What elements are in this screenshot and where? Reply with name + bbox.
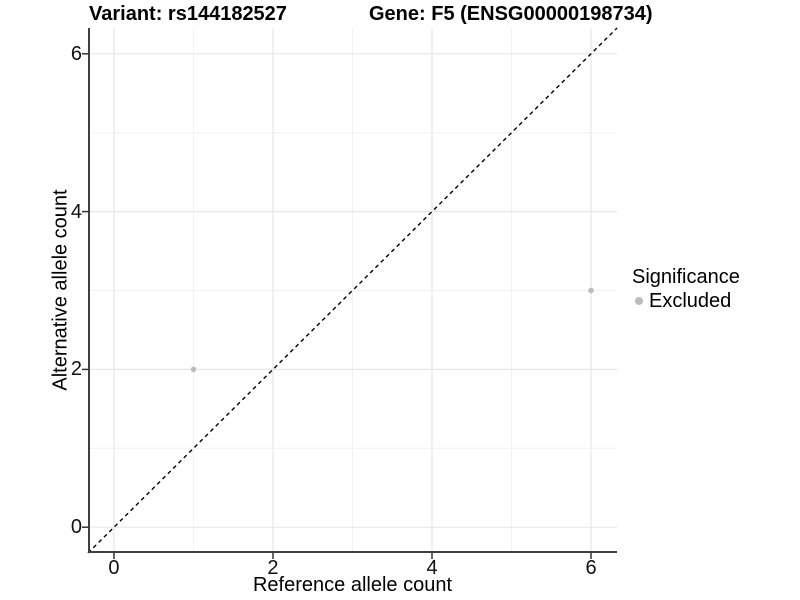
plot-title-variant: Variant: rs144182527: [89, 3, 287, 25]
y-tick-label: 6: [70, 42, 82, 65]
data-point: [190, 366, 197, 373]
y-tick-label: 0: [70, 516, 82, 539]
legend-point-icon: [635, 297, 643, 305]
data-point: [588, 287, 594, 294]
legend-item-label: Excluded: [649, 289, 732, 312]
x-tick-label: 4: [426, 557, 438, 579]
legend: Significance Excluded: [632, 266, 740, 313]
plot-area-svg: [82, 27, 618, 559]
x-tick-label: 0: [108, 557, 120, 579]
plot-panel: [82, 27, 618, 559]
x-tick-label: 2: [267, 557, 279, 579]
legend-item-excluded: Excluded: [632, 289, 740, 313]
y-axis-title-text: Alternative allele count: [49, 189, 72, 391]
x-axis-title: Reference allele count: [252, 574, 452, 596]
legend-title: Significance: [632, 266, 740, 288]
plot-title-gene: Gene: F5 (ENSG00000198734): [369, 3, 653, 25]
y-tick-label: 4: [70, 200, 82, 223]
y-tick-label: 2: [70, 358, 82, 381]
x-tick-label: 6: [585, 557, 597, 579]
